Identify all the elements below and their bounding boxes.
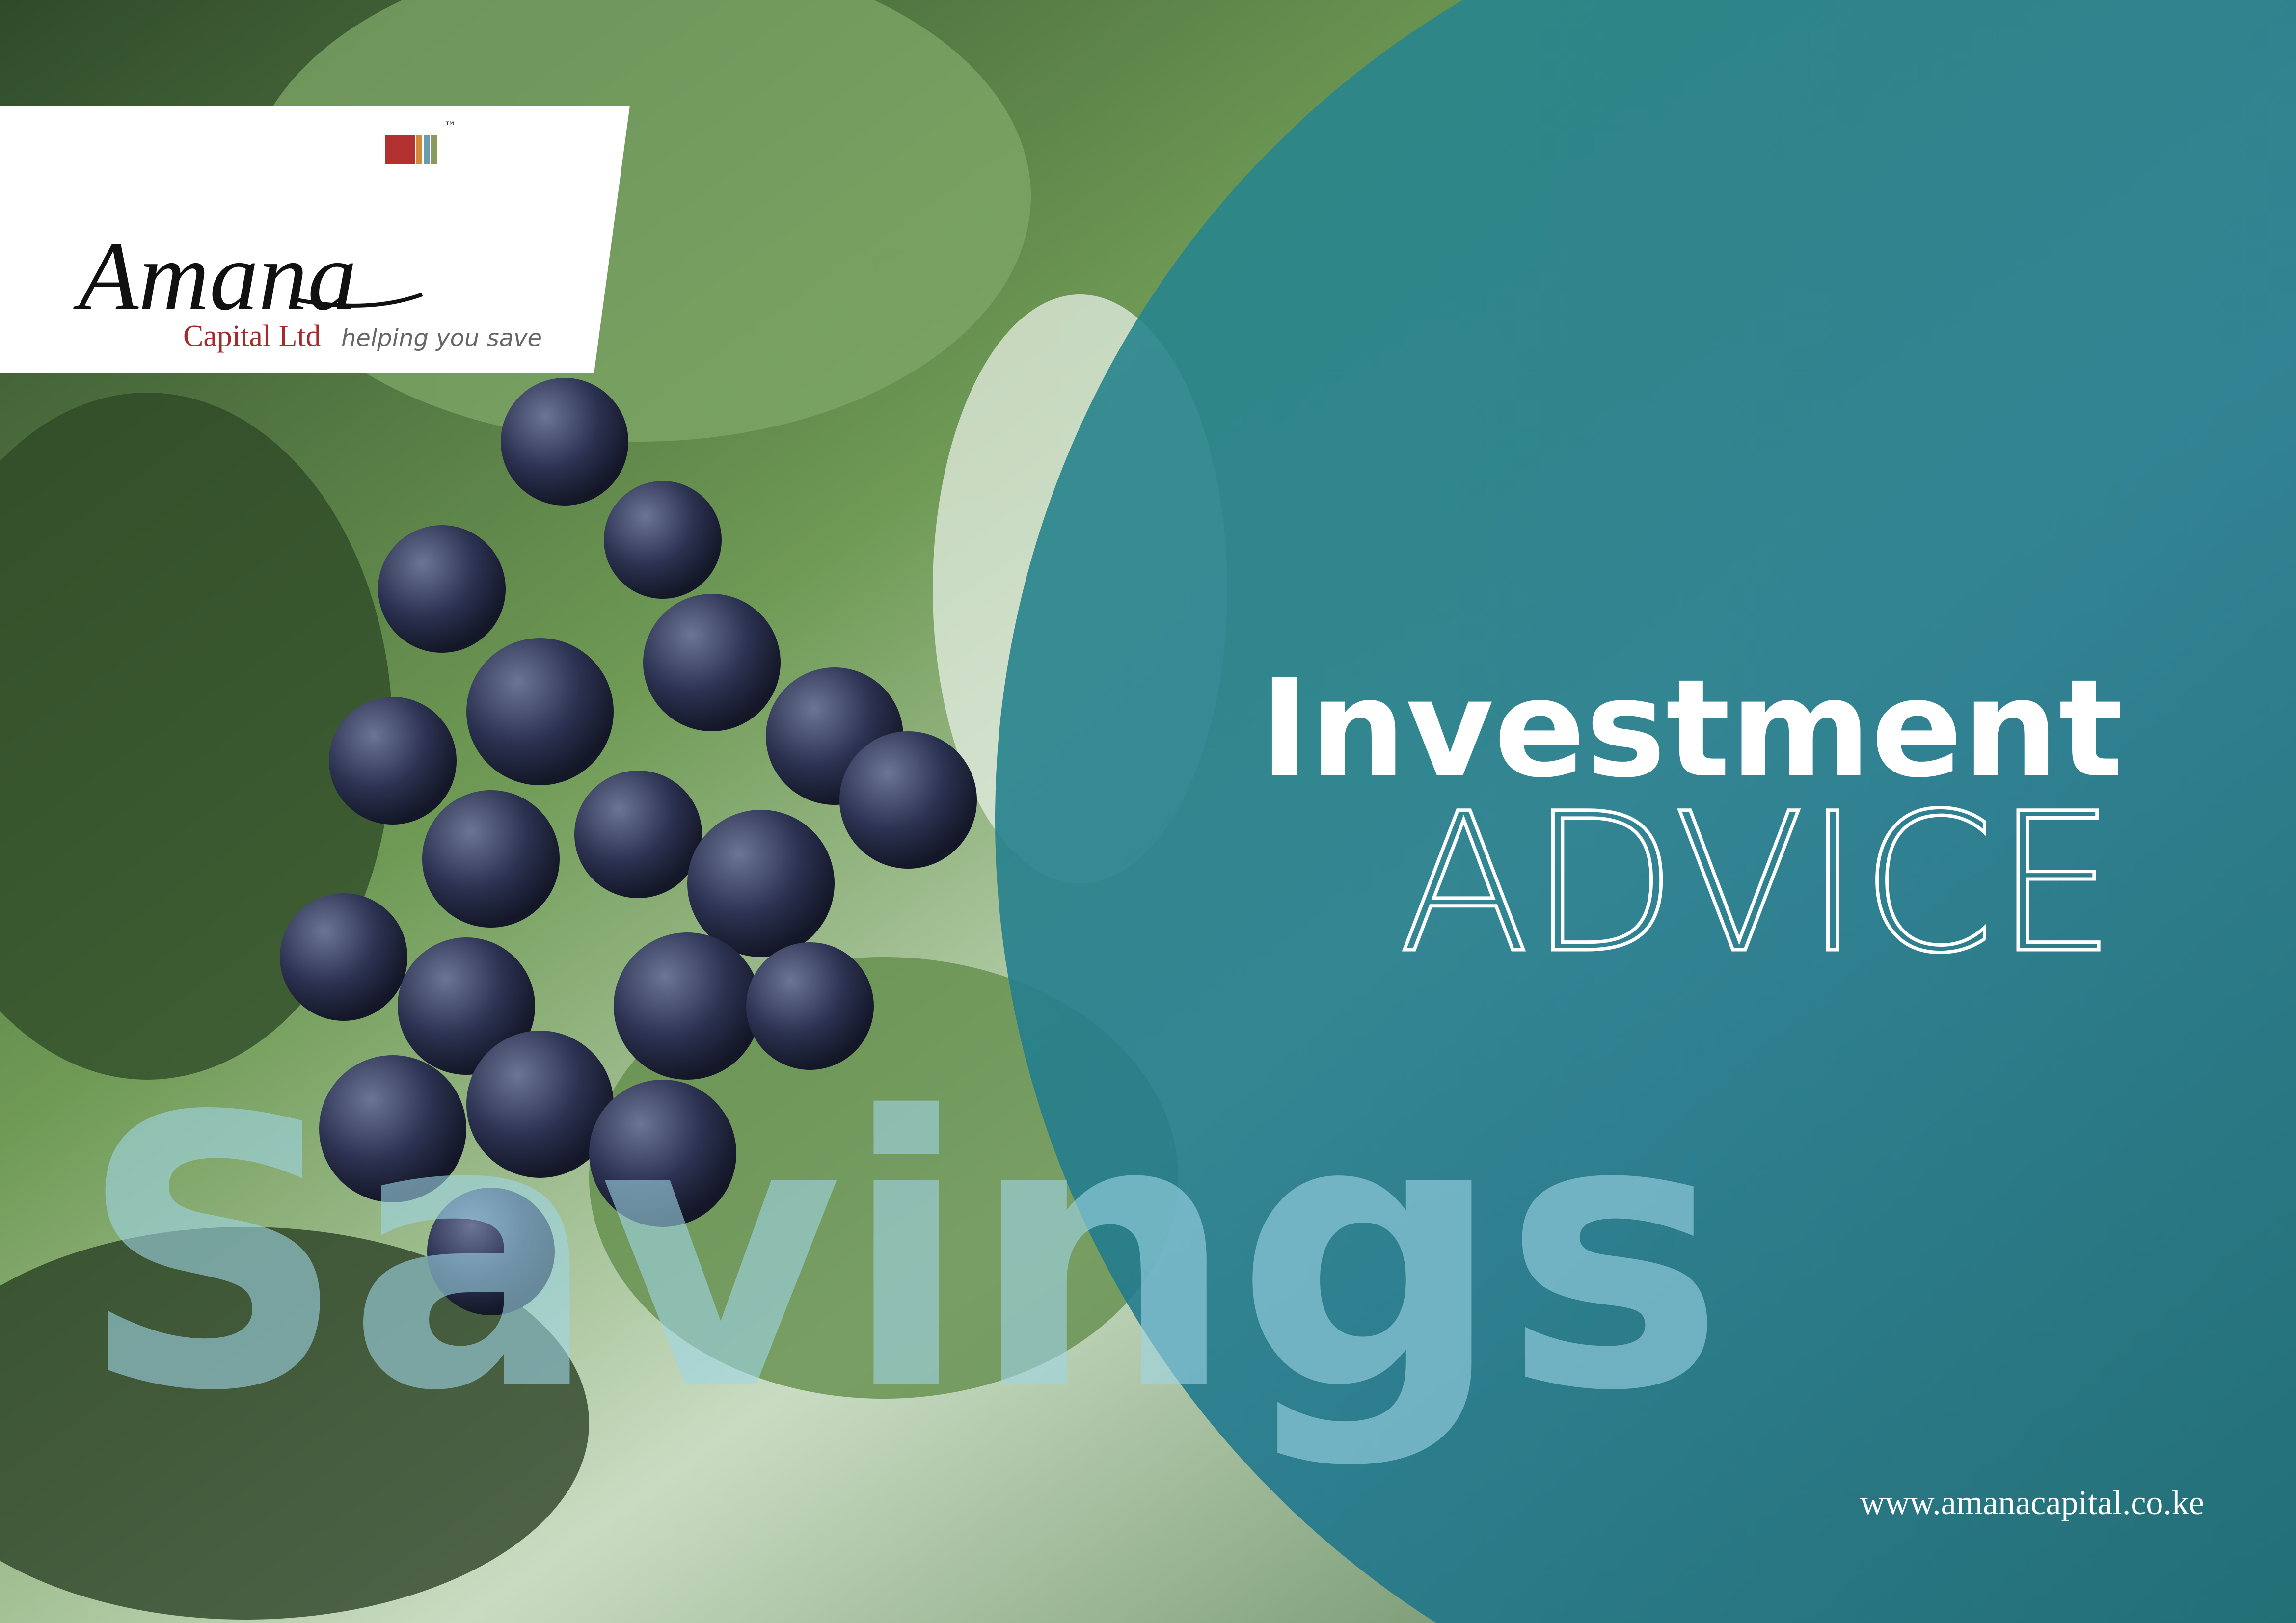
logo: ™ Amana Capital Ltd helping you save [0, 106, 630, 373]
trademark: ™ [444, 119, 456, 133]
teal-circle [995, 0, 2296, 1623]
logo-name: Amana [73, 222, 357, 331]
logo-stripe [416, 135, 422, 164]
logo-stripe [431, 135, 437, 164]
grape-cluster [280, 378, 977, 1315]
logo-company: Capital Ltd [183, 319, 321, 353]
watermark: Savings [79, 1038, 1725, 1472]
logo-square [385, 135, 415, 164]
website: www.amanacapital.co.ke [1860, 1484, 2204, 1522]
headline-subtitle: ADVICE [1399, 772, 2116, 995]
logo-stripe [424, 135, 430, 164]
logo-tagline: helping you save [341, 324, 542, 352]
headline-title: Investment [1260, 650, 2123, 807]
logo-panel [0, 106, 630, 373]
logo-swash [294, 293, 423, 308]
